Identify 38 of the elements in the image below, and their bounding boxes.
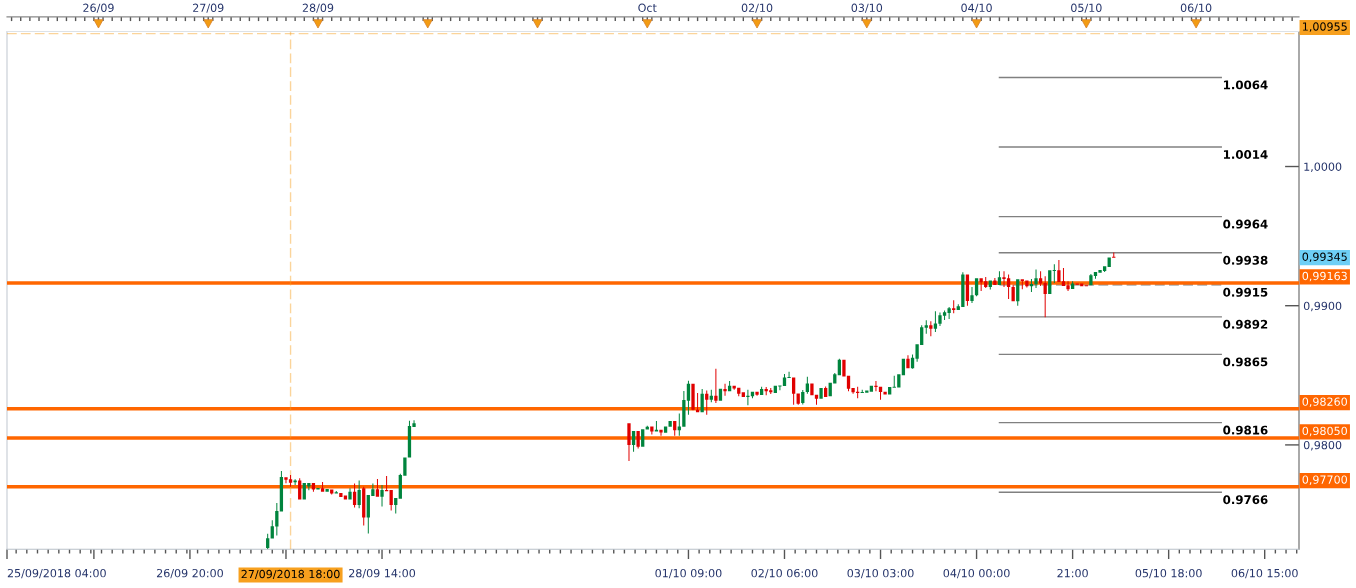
data-label: 0.9938 bbox=[1223, 255, 1268, 265]
x2-tick-label: 26/09 bbox=[83, 3, 114, 13]
text: 0,99345 bbox=[1302, 252, 1347, 263]
data-label: 0.9892 bbox=[1223, 319, 1268, 329]
x2-tick-label: 27/09 bbox=[193, 3, 224, 13]
data-label: 0.9816 bbox=[1223, 425, 1268, 435]
data-label: 0.9915 bbox=[1223, 287, 1268, 297]
ref-line-label: 0,97700 bbox=[1302, 475, 1347, 485]
x2-tick-label: 02/10 bbox=[741, 3, 773, 13]
ref-line-label: 0,99163 bbox=[1302, 271, 1347, 282]
x-tick-label: 25/09/2018 04:00 bbox=[7, 568, 106, 579]
data-label: 1.0064 bbox=[1223, 80, 1268, 90]
ref-line-label: 1,00955 bbox=[1303, 22, 1347, 32]
ref-line-label: 0,98260 bbox=[1302, 397, 1347, 407]
x-tick-label: 21:00 bbox=[1057, 568, 1088, 578]
x-tick-label: 04/10 00:00 bbox=[943, 568, 1010, 579]
x2-tick-label: 28/09 bbox=[302, 3, 334, 13]
ref-line-label: 27/09/2018 18:00 bbox=[241, 569, 340, 580]
y-tick-label: 0,9900 bbox=[1303, 301, 1342, 312]
x-tick-label: 02/10 06:00 bbox=[751, 568, 818, 579]
data-label: 0.9766 bbox=[1223, 495, 1268, 505]
y-tick-label: 1,0000 bbox=[1304, 162, 1342, 173]
x-tick-label: 01/10 09:00 bbox=[655, 568, 722, 579]
x2-tick-label: 06/10 bbox=[1180, 3, 1212, 13]
x-tick-label: 26/09 20:00 bbox=[156, 568, 223, 579]
x-tick-label: 03/10 03:00 bbox=[847, 568, 914, 579]
x2-tick-label: 05/10 bbox=[1071, 3, 1102, 13]
ref-line-label: 0,98050 bbox=[1302, 426, 1347, 437]
x2-tick-label: 04/10 bbox=[961, 3, 992, 13]
x2-tick-label: Oct bbox=[638, 3, 657, 12]
data-label: 0.9865 bbox=[1223, 357, 1268, 367]
x-tick-label: 28/09 14:00 bbox=[349, 568, 416, 579]
data-label: 0.9964 bbox=[1223, 219, 1268, 229]
x-tick-label: 06/10 15:00 bbox=[1231, 568, 1298, 579]
y-tick-label: 0,9800 bbox=[1303, 440, 1342, 451]
x2-tick-label: 03/10 bbox=[851, 3, 883, 13]
x-tick-label: 05/10 18:00 bbox=[1135, 568, 1202, 579]
data-label: 1.0014 bbox=[1223, 150, 1268, 159]
